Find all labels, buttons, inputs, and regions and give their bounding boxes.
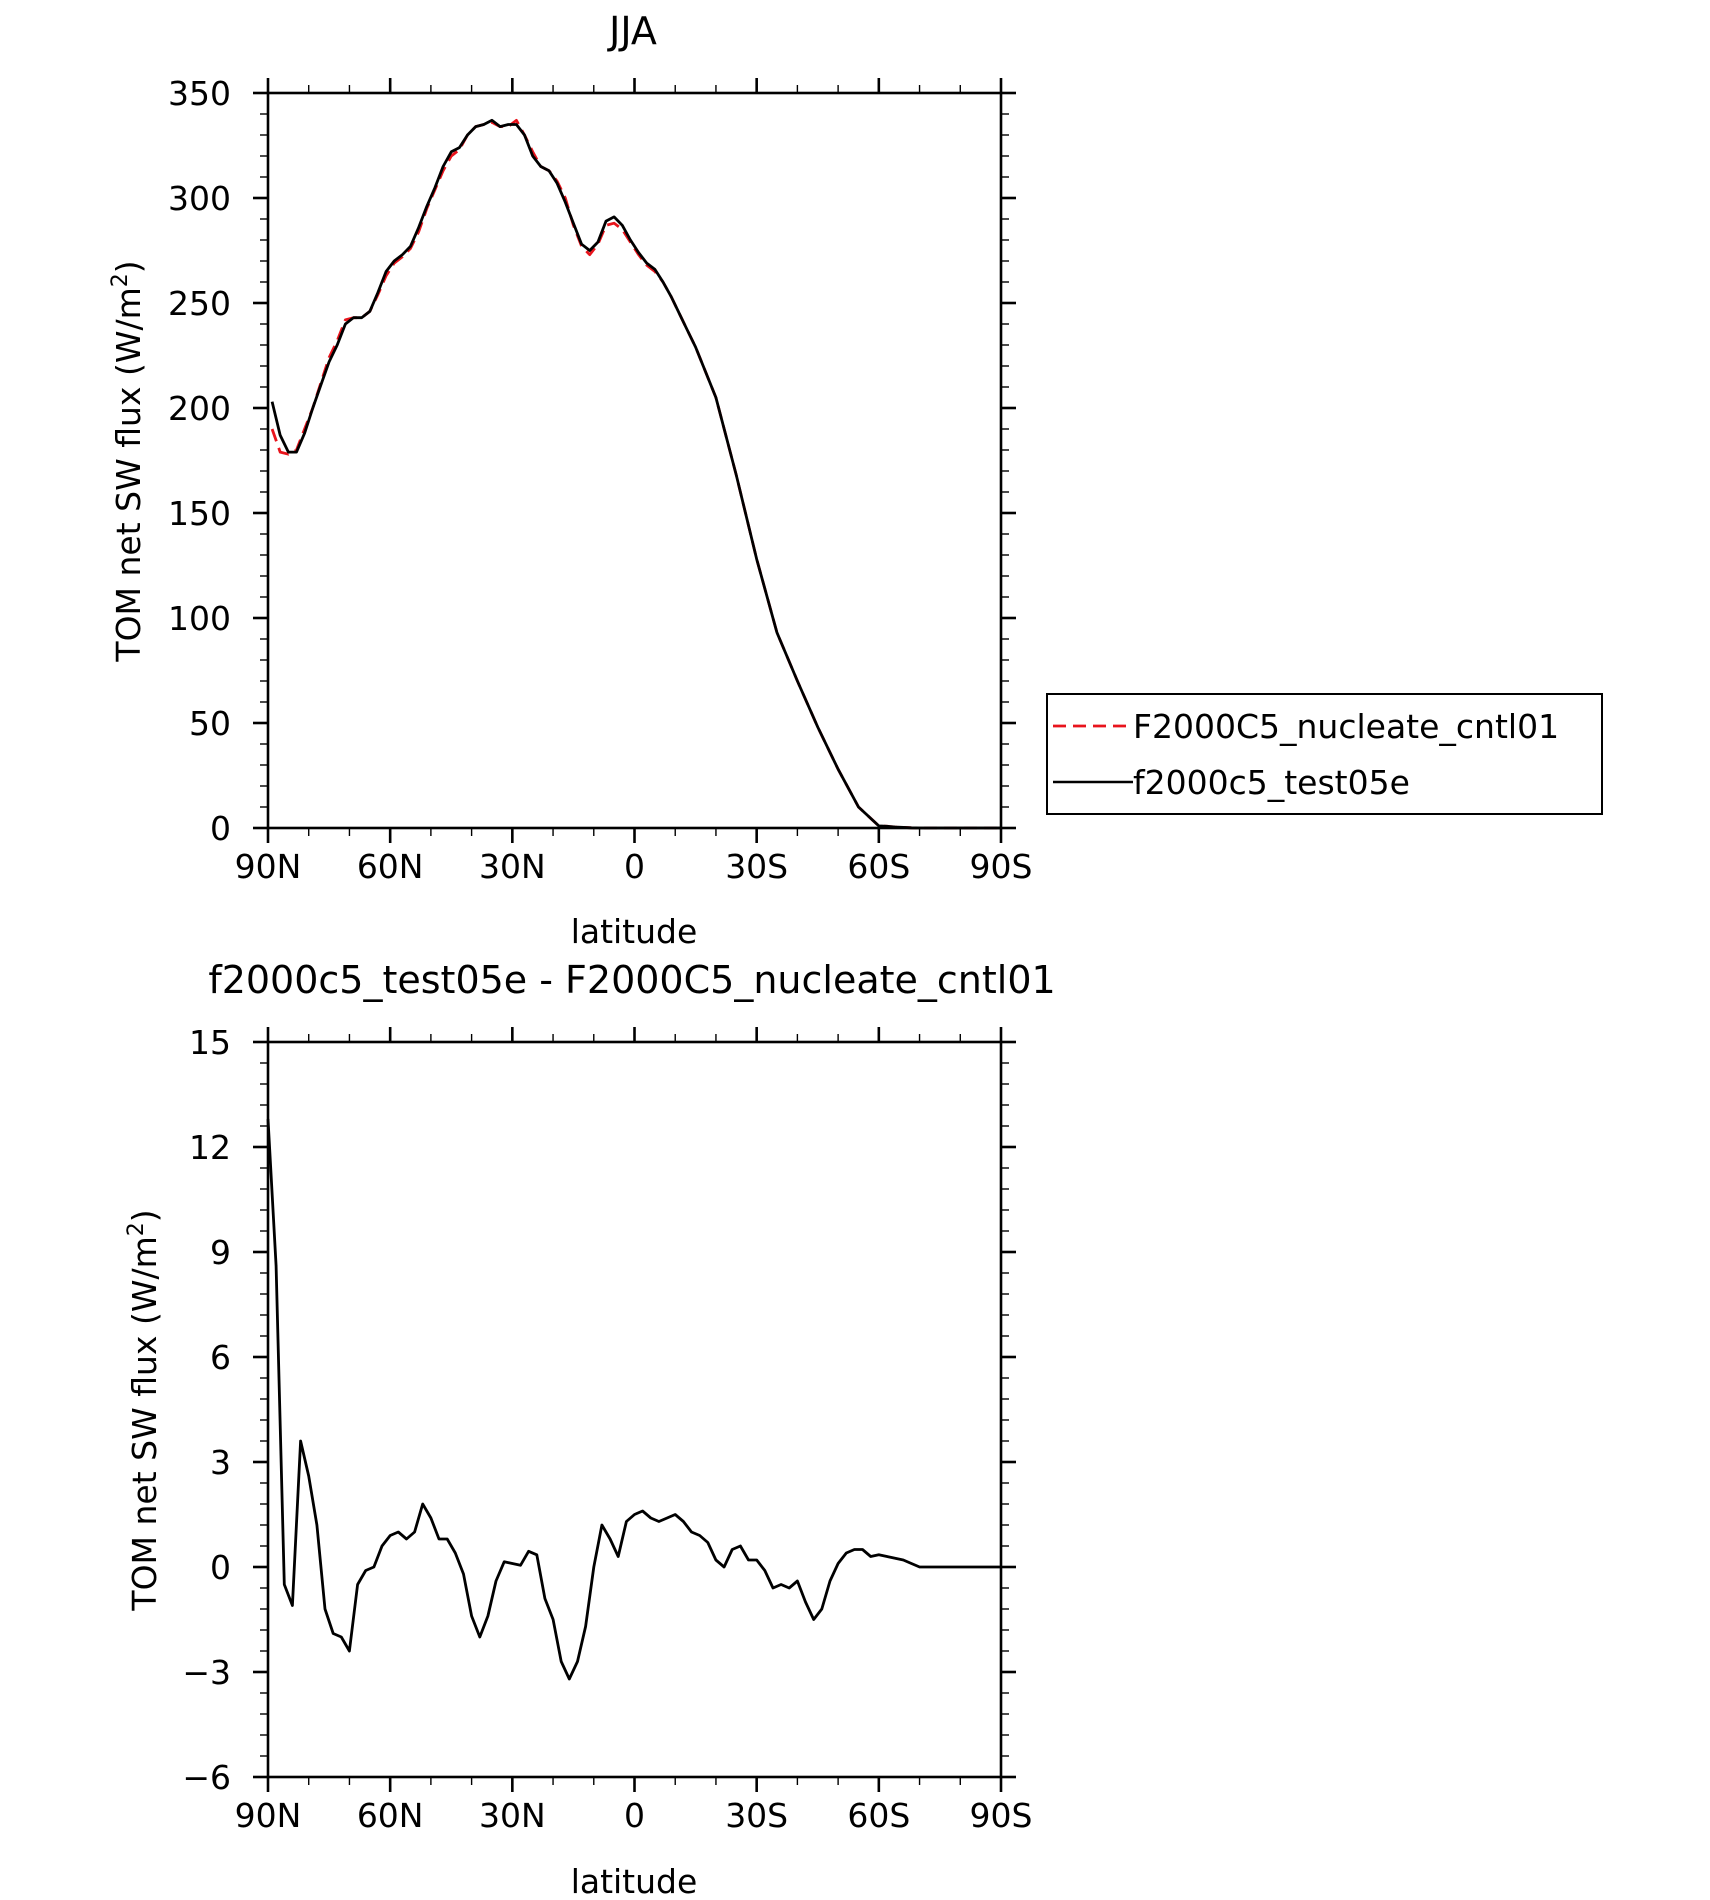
bottom-y-axis-label-tail: )	[125, 1209, 164, 1222]
top-x-tick-label: 60N	[357, 847, 424, 886]
top-y-axis-label-main: TOM net SW flux (W/m	[109, 287, 148, 662]
top-y-tick-label: 350	[168, 74, 231, 113]
legend: F2000C5_nucleate_cntl01 f2000c5_test05e	[1046, 693, 1603, 815]
top-axes: 90N 60N 30N 0 30S 60S 90S 0 50 100 150 200 250 300 350	[168, 74, 1032, 886]
bottom-chart-title: f2000c5_test05e - F2000C5_nucleate_cntl0…	[208, 958, 1055, 1002]
bottom-y-tick-label: 15	[189, 1023, 231, 1062]
bottom-axes: 90N 60N 30N 0 30S 60S 90S −6 −3 0 3 6 9 12 15	[182, 1023, 1032, 1835]
bottom-y-axis-label-main: TOM net SW flux (W/m	[125, 1236, 164, 1611]
bottom-x-tick-label: 90N	[235, 1796, 302, 1835]
bottom-plot-frame	[266, 1040, 1003, 1779]
top-x-tick-label: 0	[624, 847, 645, 886]
bottom-panel: f2000c5_test05e - F2000C5_nucleate_cntl0…	[124, 958, 1056, 1900]
legend-label-test05e: f2000c5_test05e	[1133, 763, 1410, 802]
bottom-series-line-0	[266, 1118, 1001, 1681]
bottom-y-tick-label: −3	[182, 1653, 231, 1692]
bottom-y-tick-label: 6	[210, 1338, 231, 1377]
top-y-axis-label: TOM net SW flux (W/m2)	[108, 260, 148, 662]
top-series-line-0	[270, 118, 1001, 830]
top-y-tick-label: 250	[168, 284, 231, 323]
bottom-x-tick-label: 60N	[357, 1796, 424, 1835]
bottom-x-tick-label: 30S	[725, 1796, 788, 1835]
top-y-tick-label: 150	[168, 494, 231, 533]
bottom-x-tick-label: 30N	[479, 1796, 546, 1835]
bottom-minor-ticks	[260, 1034, 1009, 1785]
top-series-layer	[270, 118, 1001, 830]
legend-box	[1046, 693, 1603, 815]
top-plot-frame	[266, 91, 1003, 830]
bottom-series-layer	[266, 1118, 1001, 1681]
bottom-y-tick-label: 0	[210, 1548, 231, 1587]
bottom-x-axis-label: latitude	[571, 1862, 698, 1900]
bottom-x-tick-label: 90S	[970, 1796, 1033, 1835]
top-panel: JJA 90N 60N 30N 0 30S 60S 90S 0 50 100 150 200 250 30…	[108, 9, 1603, 951]
top-x-tick-label: 90N	[235, 847, 302, 886]
bottom-y-axis-label-superscript: 2	[124, 1222, 149, 1236]
top-y-tick-label: 100	[168, 599, 231, 638]
top-y-tick-label: 200	[168, 389, 231, 428]
top-y-axis-label-tail: )	[109, 260, 148, 273]
top-chart-title: JJA	[607, 9, 657, 53]
legend-label-cntl01: F2000C5_nucleate_cntl01	[1133, 707, 1559, 746]
bottom-x-tick-label: 60S	[847, 1796, 910, 1835]
top-x-tick-label: 90S	[970, 847, 1033, 886]
bottom-y-tick-label: −6	[182, 1758, 231, 1797]
top-x-tick-label: 60S	[847, 847, 910, 886]
top-y-tick-label: 300	[168, 179, 231, 218]
top-series-line-1	[270, 118, 1001, 830]
bottom-y-axis-label: TOM net SW flux (W/m2)	[124, 1209, 164, 1611]
bottom-x-tick-label: 0	[624, 1796, 645, 1835]
top-y-axis-label-superscript: 2	[108, 273, 133, 287]
bottom-y-tick-label: 12	[189, 1128, 231, 1167]
top-y-tick-label: 50	[189, 704, 231, 743]
top-x-tick-label: 30S	[725, 847, 788, 886]
top-x-tick-label: 30N	[479, 847, 546, 886]
bottom-y-tick-label: 3	[210, 1443, 231, 1482]
top-y-tick-label: 0	[210, 809, 231, 848]
top-x-axis-label: latitude	[571, 912, 698, 951]
bottom-y-tick-label: 9	[210, 1233, 231, 1272]
top-minor-ticks	[260, 85, 1009, 836]
